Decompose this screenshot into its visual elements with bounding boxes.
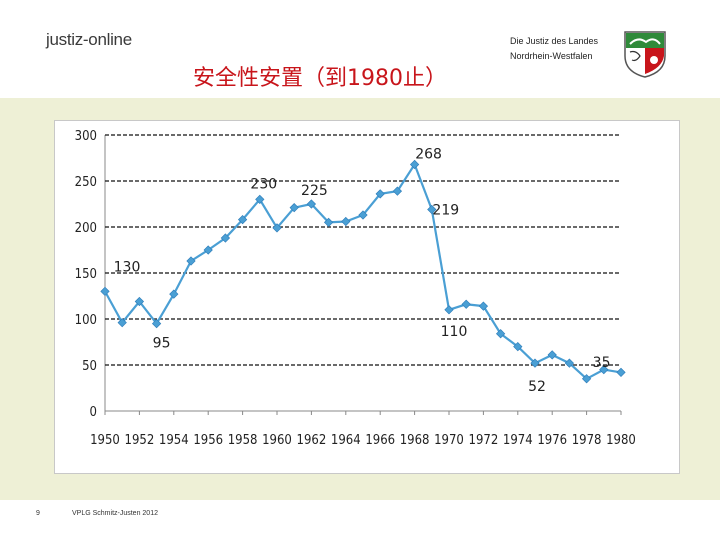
data-point-1957 — [220, 233, 231, 243]
data-point-1971 — [461, 299, 471, 309]
x-tick-label: 1972 — [469, 433, 499, 448]
y-tick-label: 150 — [75, 267, 97, 282]
x-tick-label: 1952 — [125, 433, 155, 448]
x-tick-label: 1954 — [159, 433, 189, 448]
x-tick-label: 1958 — [228, 433, 258, 448]
slide-title: 安全性安置（到1980止） — [193, 66, 447, 91]
data-label: 35 — [593, 355, 611, 371]
data-point-1958 — [237, 215, 248, 225]
data-label: 95 — [153, 336, 171, 352]
data-label: 219 — [432, 203, 459, 219]
y-tick-label: 300 — [75, 129, 97, 144]
data-label: 52 — [528, 379, 546, 395]
data-point-1977 — [564, 358, 575, 368]
data-point-1969 — [427, 204, 437, 215]
x-tick-label: 1962 — [297, 433, 327, 448]
data-point-1979 — [599, 364, 609, 375]
data-point-1952 — [134, 296, 145, 307]
data-label: 230 — [250, 176, 277, 192]
y-tick-label: 0 — [90, 405, 97, 420]
data-point-1967 — [392, 186, 403, 196]
data-point-1973 — [495, 329, 506, 339]
data-point-1970 — [444, 305, 454, 315]
data-point-1955 — [186, 256, 196, 266]
x-tick-label: 1960 — [262, 433, 292, 448]
data-point-1976 — [547, 350, 557, 360]
data-label: 225 — [301, 183, 328, 199]
line-chart: 0 50 100 150 200 250 300 1950 1952 1954 1956 1958 19… — [75, 129, 636, 448]
data-point-1968 — [409, 159, 420, 170]
x-tick-label: 1968 — [400, 433, 430, 448]
data-point-1980 — [616, 367, 626, 377]
data-point-1963 — [323, 217, 334, 228]
data-point-1978 — [581, 374, 592, 384]
data-point-1965 — [358, 210, 368, 220]
institution-line-2: Nordrhein-Westfalen — [510, 51, 593, 61]
y-tick-label: 250 — [75, 175, 97, 190]
data-point-1962 — [306, 199, 317, 209]
y-tick-label: 200 — [75, 221, 97, 236]
data-point-1951 — [117, 318, 127, 328]
data-point-1964 — [341, 216, 351, 227]
data-point-1960 — [272, 223, 282, 233]
data-point-1972 — [478, 301, 489, 311]
x-tick-label: 1956 — [193, 433, 223, 448]
footer-credit: VPLG Schmitz-Justen 2012 — [72, 510, 158, 517]
x-tick-label: 1974 — [503, 433, 533, 448]
data-point-1954 — [169, 289, 179, 299]
data-point-1953 — [151, 318, 162, 329]
page-number: 9 — [36, 510, 40, 517]
data-point-1961 — [289, 203, 299, 213]
data-point-1975 — [530, 358, 540, 368]
justiz-online-logo: justiz-online — [46, 30, 132, 49]
x-tick-label: 1978 — [572, 433, 602, 448]
nrw-coat-of-arms-icon — [624, 31, 666, 78]
data-point-1956 — [203, 245, 213, 255]
data-point-1959 — [255, 194, 265, 205]
y-tick-label: 100 — [75, 313, 97, 328]
y-tick-label: 50 — [82, 359, 97, 374]
x-tick-label: 1976 — [537, 433, 567, 448]
data-label: 110 — [441, 324, 468, 340]
x-tick-label: 1966 — [365, 433, 395, 448]
data-point-1974 — [513, 341, 523, 352]
chart-container: 0 50 100 150 200 250 300 1950 1952 1954 1956 1958 19… — [54, 120, 680, 474]
data-point-1966 — [375, 189, 385, 199]
series-line — [104, 161, 622, 381]
x-tick-label: 1964 — [331, 433, 361, 448]
data-point-1950 — [100, 286, 110, 297]
data-label: 268 — [415, 146, 442, 162]
data-label: 130 — [114, 259, 141, 275]
x-tick-label: 1970 — [434, 433, 464, 448]
institution-line-1: Die Justiz des Landes — [510, 36, 599, 46]
x-tick-label: 1980 — [606, 433, 636, 448]
institution-name: Die Justiz des Landes Nordrhein-Westfale… — [510, 34, 598, 64]
x-tick-label: 1950 — [90, 433, 120, 448]
